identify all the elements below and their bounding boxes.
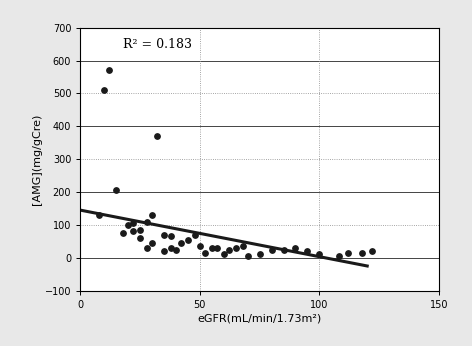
Point (201, 250, 208, 256)
Point (344, 250, 352, 256)
Point (160, 232, 168, 238)
Point (177, 240, 185, 246)
Point (244, 253, 252, 259)
Point (225, 247, 232, 252)
Point (136, 227, 144, 233)
Point (191, 232, 199, 238)
Point (196, 244, 203, 249)
Point (160, 248, 168, 254)
Point (148, 240, 156, 246)
Point (292, 245, 299, 251)
Point (119, 230, 127, 236)
Point (208, 245, 216, 251)
Point (101, 88, 108, 93)
Text: R² = 0.183: R² = 0.183 (123, 38, 192, 51)
Point (168, 245, 175, 251)
Point (368, 248, 376, 254)
Point (96, 212, 103, 218)
Point (153, 134, 160, 139)
Point (239, 244, 247, 249)
Point (124, 222, 132, 228)
Point (303, 248, 311, 254)
Point (256, 252, 263, 257)
Point (168, 234, 175, 239)
Point (316, 252, 323, 257)
Point (220, 252, 228, 257)
Point (184, 237, 192, 243)
Point (232, 245, 239, 251)
Point (335, 253, 342, 259)
Point (136, 235, 144, 241)
Point (143, 219, 151, 225)
Point (280, 247, 287, 252)
Point (213, 245, 220, 251)
Point (129, 220, 136, 226)
X-axis label: eGFR(mL/min/1.73m²): eGFR(mL/min/1.73m²) (197, 314, 322, 324)
Point (143, 245, 151, 251)
Point (105, 68, 113, 73)
Point (129, 229, 136, 234)
Y-axis label: [AMG](mg/gCre): [AMG](mg/gCre) (32, 113, 42, 205)
Point (112, 188, 120, 193)
Point (148, 212, 156, 218)
Point (172, 247, 180, 252)
Point (268, 247, 275, 252)
Point (359, 250, 366, 256)
